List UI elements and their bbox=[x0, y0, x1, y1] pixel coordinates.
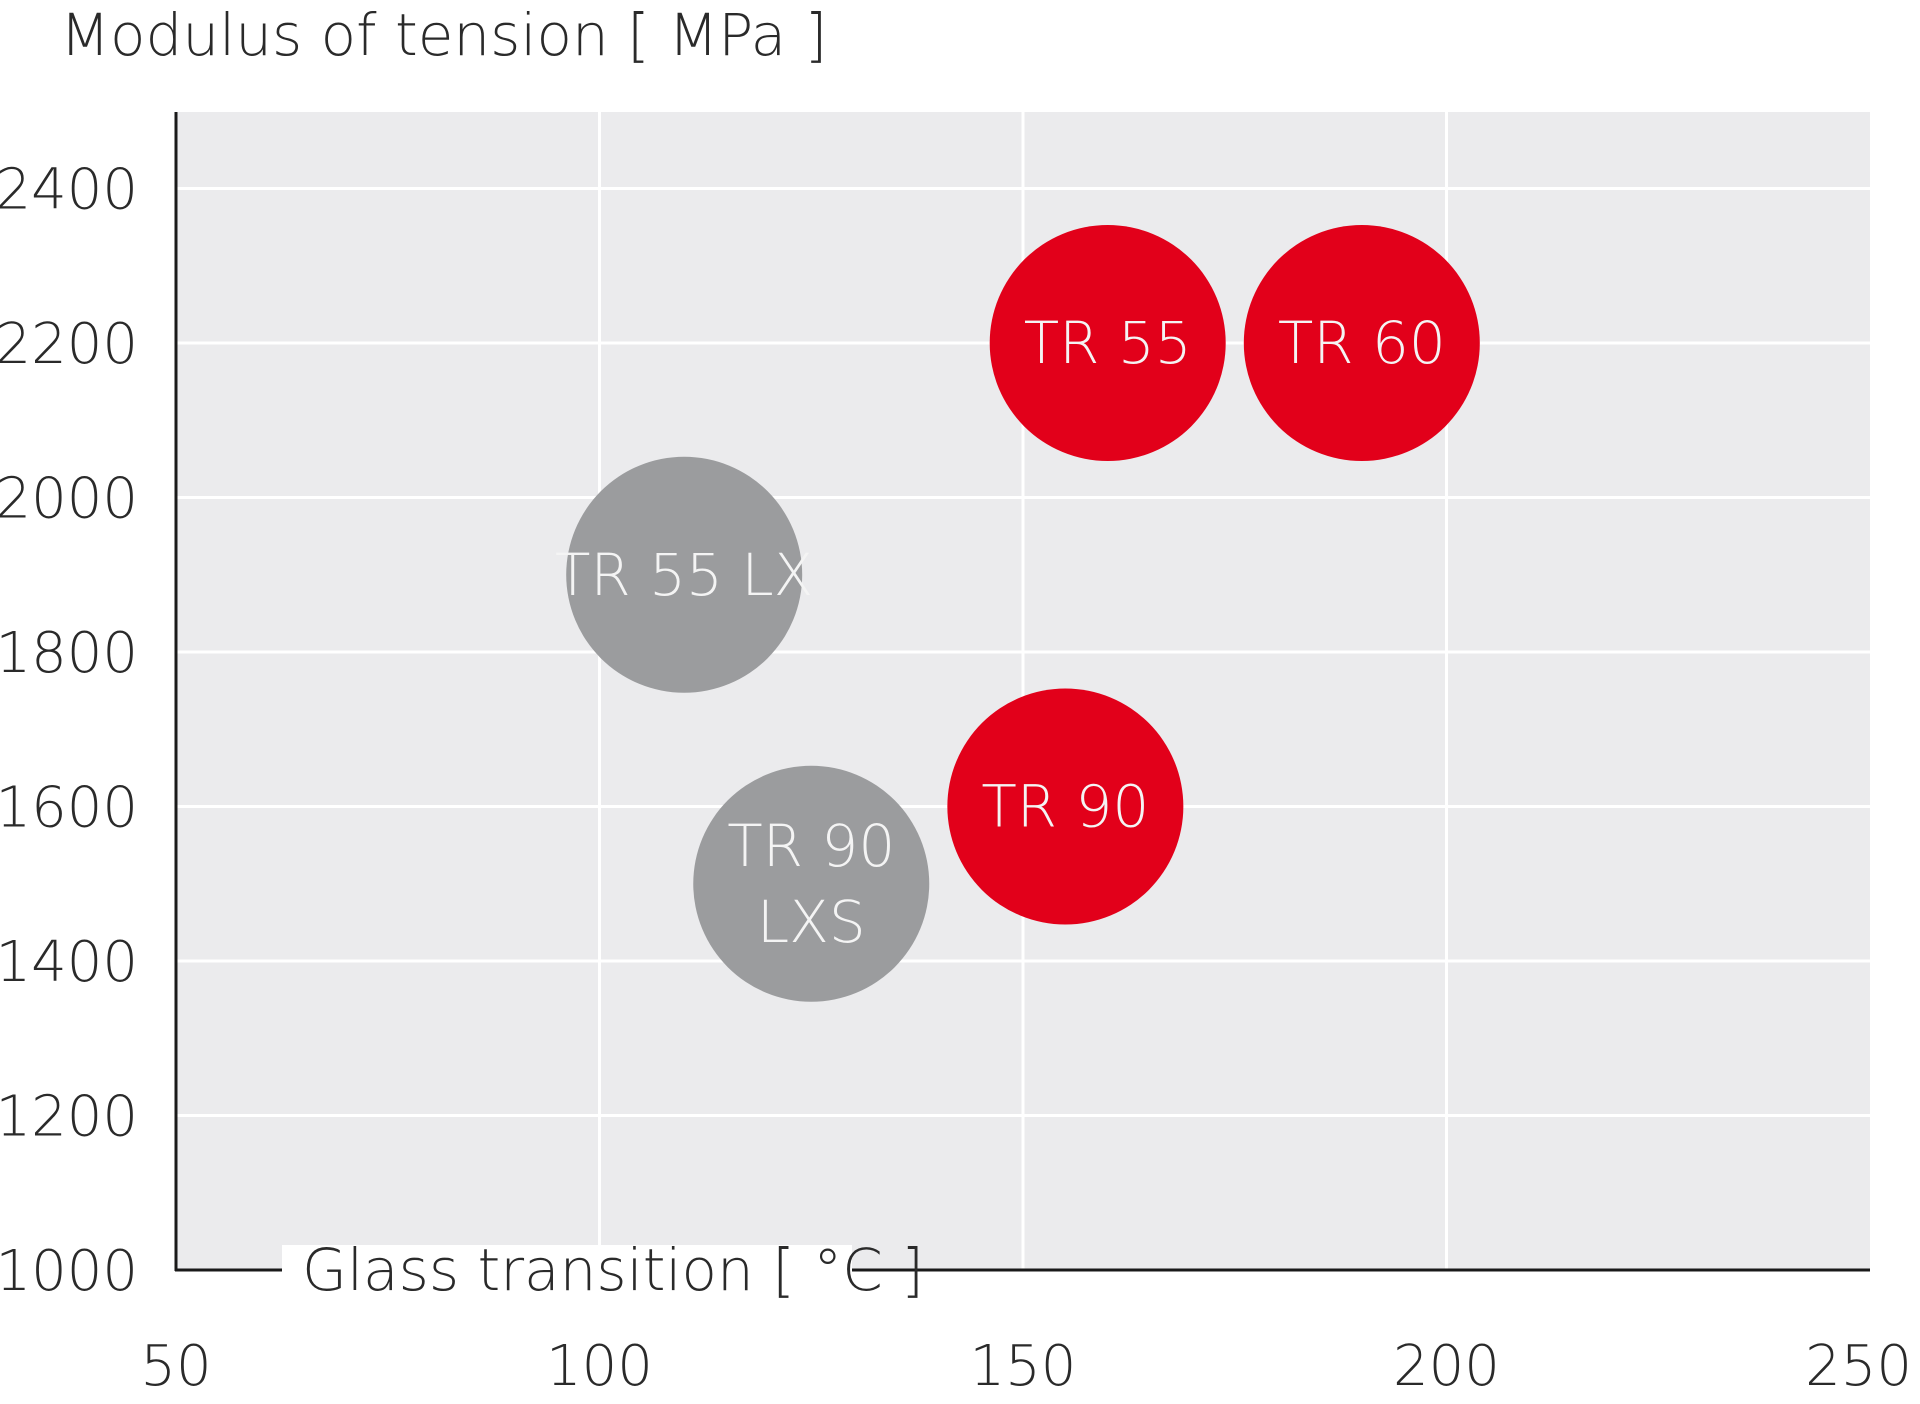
data-point-marker bbox=[566, 456, 803, 693]
y-tick-label: 1400 bbox=[0, 930, 138, 995]
x-tick-labels: 50 100 150 200 250 bbox=[140, 1334, 1912, 1399]
data-point-marker bbox=[693, 765, 930, 1002]
data-point-marker bbox=[947, 688, 1184, 925]
y-tick-label: 2000 bbox=[0, 467, 138, 532]
data-point-tr-90: TR 90 bbox=[947, 688, 1184, 925]
x-axis-label: Glass transition [ °C ] bbox=[302, 1236, 924, 1304]
data-point-label: TR 55 bbox=[1024, 309, 1192, 377]
data-point-label: TR 90 bbox=[981, 773, 1149, 841]
x-tick-label: 200 bbox=[1393, 1334, 1500, 1399]
data-point-label: TR 60 bbox=[1278, 309, 1446, 377]
data-points: TR 55 TR 60 TR 55 LX TR 90 TR 90 LXS bbox=[555, 225, 1480, 1002]
data-point-label: TR 90 bbox=[727, 812, 895, 880]
data-point-tr-60: TR 60 bbox=[1243, 225, 1480, 461]
y-tick-label: 1200 bbox=[0, 1085, 138, 1150]
y-tick-labels: 1000 1200 1400 1600 1800 2000 2200 2400 bbox=[0, 158, 138, 1305]
x-tick-label: 150 bbox=[970, 1334, 1077, 1399]
y-tick-label: 1600 bbox=[0, 776, 138, 841]
data-point-marker bbox=[989, 225, 1226, 461]
y-axis-label: Modulus of tension [ MPa ] bbox=[60, 1, 827, 69]
data-point-label: LXS bbox=[757, 888, 866, 956]
x-tick-label: 50 bbox=[140, 1334, 211, 1399]
data-point-label: TR 55 LX bbox=[555, 541, 813, 609]
y-tick-label: 1800 bbox=[0, 621, 138, 686]
data-point-tr-55: TR 55 bbox=[989, 225, 1226, 461]
x-tick-label: 100 bbox=[546, 1334, 653, 1399]
y-tick-label: 2400 bbox=[0, 158, 138, 223]
y-tick-label: 2200 bbox=[0, 312, 138, 377]
data-point-tr-90-lxs: TR 90 LXS bbox=[693, 765, 930, 1002]
y-tick-label: 1000 bbox=[0, 1239, 138, 1304]
x-axis-label-background bbox=[282, 1245, 852, 1325]
data-point-tr-55-lx: TR 55 LX bbox=[555, 456, 813, 693]
x-tick-label: 250 bbox=[1805, 1334, 1912, 1399]
data-point-marker bbox=[1243, 225, 1480, 461]
